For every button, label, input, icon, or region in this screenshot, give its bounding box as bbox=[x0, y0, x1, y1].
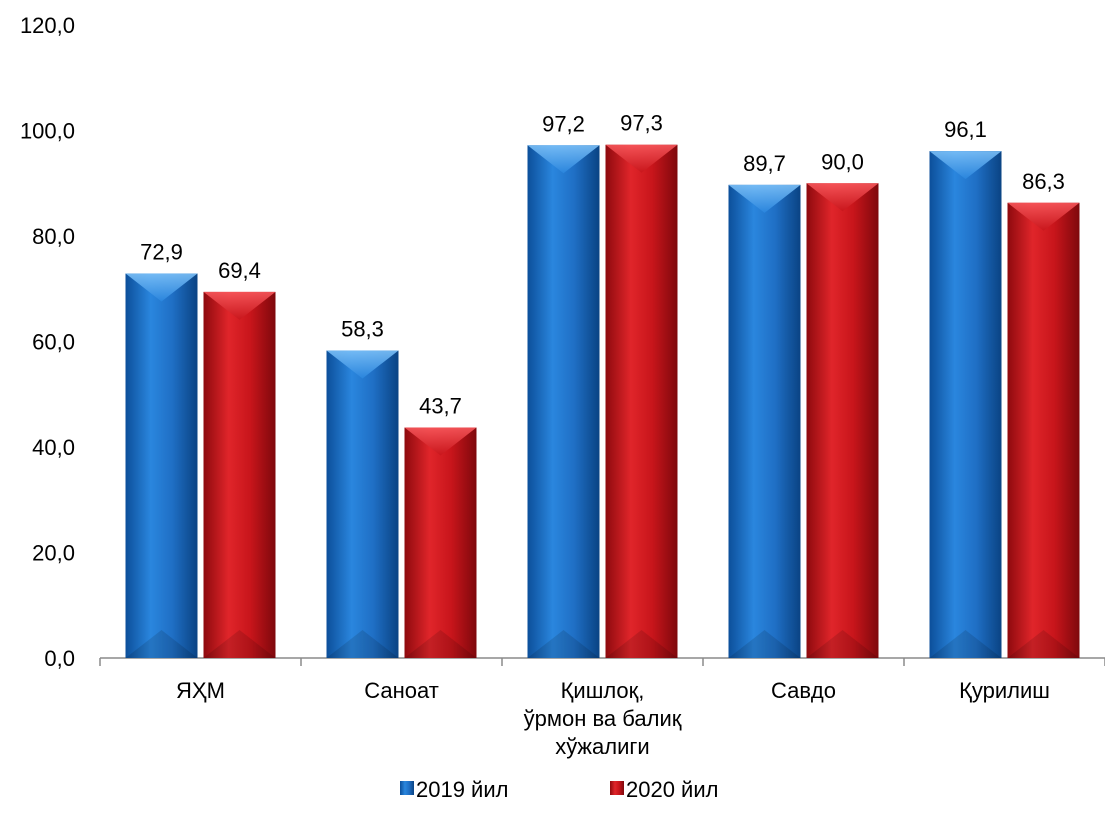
legend-swatch bbox=[610, 781, 624, 795]
bar-top-bevel bbox=[203, 291, 276, 320]
bar-top-bevel bbox=[404, 427, 477, 456]
bar-body bbox=[326, 350, 399, 658]
bar-body bbox=[728, 184, 801, 658]
y-tick-label: 20,0 bbox=[32, 541, 75, 566]
bar-bottom-bevel bbox=[728, 630, 801, 658]
bar-bottom-bevel bbox=[1007, 630, 1080, 658]
bar bbox=[527, 145, 600, 658]
bar-top-bevel bbox=[929, 151, 1002, 180]
bar bbox=[1007, 202, 1080, 658]
legend: 2019 йил 2020 йил bbox=[400, 777, 718, 802]
bar-bottom-bevel bbox=[203, 630, 276, 658]
data-label: 97,3 bbox=[620, 111, 663, 136]
x-tick-label: ўрмон ва балиқ bbox=[524, 706, 682, 731]
bar-bottom-bevel bbox=[929, 630, 1002, 658]
bar-bottom-bevel bbox=[527, 630, 600, 658]
data-label: 96,1 bbox=[944, 117, 987, 142]
legend-item: 2020 йил bbox=[610, 777, 718, 802]
legend-label: 2020 йил bbox=[626, 777, 718, 802]
bar-bottom-bevel bbox=[326, 630, 399, 658]
bar-body bbox=[125, 273, 198, 658]
data-label: 58,3 bbox=[341, 316, 384, 341]
bar-bottom-bevel bbox=[125, 630, 198, 658]
bar-body bbox=[1007, 202, 1080, 658]
y-tick-label: 120,0 bbox=[20, 13, 75, 38]
y-tick-label: 80,0 bbox=[32, 224, 75, 249]
bar-bottom-bevel bbox=[404, 630, 477, 658]
bar-top-bevel bbox=[125, 273, 198, 302]
data-label: 89,7 bbox=[743, 151, 786, 176]
bar-body bbox=[929, 151, 1002, 658]
bar-top-bevel bbox=[1007, 202, 1080, 231]
bar-body bbox=[203, 291, 276, 658]
bar bbox=[728, 184, 801, 658]
data-label: 90,0 bbox=[821, 149, 864, 174]
data-label: 86,3 bbox=[1022, 169, 1065, 194]
bar-top-bevel bbox=[728, 184, 801, 213]
legend-label: 2019 йил bbox=[416, 777, 508, 802]
bar bbox=[929, 151, 1002, 658]
bar-top-bevel bbox=[527, 145, 600, 174]
bar-top-bevel bbox=[326, 350, 399, 379]
x-tick-label: Қишлоқ, bbox=[561, 678, 645, 703]
y-tick-label: 100,0 bbox=[20, 119, 75, 144]
y-tick-label: 60,0 bbox=[32, 330, 75, 355]
bar-bottom-bevel bbox=[806, 630, 879, 658]
bar-top-bevel bbox=[806, 183, 879, 212]
legend-item: 2019 йил bbox=[400, 777, 508, 802]
bar bbox=[326, 350, 399, 658]
bar bbox=[605, 144, 678, 658]
bar-body bbox=[806, 183, 879, 658]
bar-body bbox=[527, 145, 600, 658]
x-tick-label: Қурилиш bbox=[959, 678, 1050, 703]
x-tick-label: ЯҲМ bbox=[176, 678, 225, 703]
data-label: 69,4 bbox=[218, 258, 261, 283]
x-tick-label: хўжалиги bbox=[555, 734, 649, 759]
y-tick-label: 0,0 bbox=[44, 646, 75, 671]
bar bbox=[203, 291, 276, 658]
bar bbox=[806, 183, 879, 658]
data-label: 97,2 bbox=[542, 111, 585, 136]
y-tick-label: 40,0 bbox=[32, 435, 75, 460]
bars bbox=[125, 144, 1080, 658]
data-label: 43,7 bbox=[419, 393, 462, 418]
bar-top-bevel bbox=[605, 144, 678, 173]
data-label: 72,9 bbox=[140, 239, 183, 264]
bar-body bbox=[404, 427, 477, 658]
bar bbox=[125, 273, 198, 658]
bar bbox=[404, 427, 477, 658]
bar-bottom-bevel bbox=[605, 630, 678, 658]
legend-swatch bbox=[400, 781, 414, 795]
data-labels: 72,9 58,3 97,2 89,7 96,1 69,4 43,7 97,3 90,0 86,3 bbox=[140, 111, 1065, 419]
bar-body bbox=[605, 144, 678, 658]
x-tick-label: Савдо bbox=[771, 678, 836, 703]
x-tick-label: Саноат bbox=[364, 678, 439, 703]
